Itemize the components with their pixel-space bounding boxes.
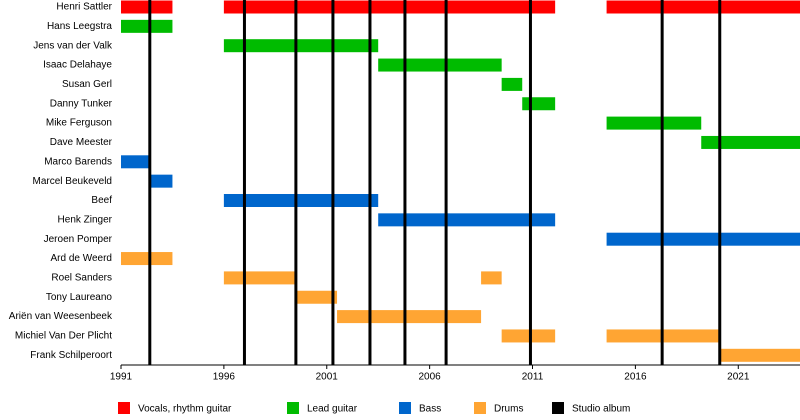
tenure-bar (481, 271, 502, 285)
tenure-bar (149, 174, 173, 188)
x-tick-label: 2006 (419, 372, 442, 383)
legend-label: Drums (494, 404, 523, 415)
x-tick-label: 2016 (624, 372, 647, 383)
x-tick-label: 2001 (316, 372, 339, 383)
tenure-bar (378, 213, 556, 227)
legend-label: Studio album (572, 404, 630, 415)
member-label: Hans Leegstra (47, 21, 112, 32)
tenure-bar (223, 0, 556, 14)
member-label: Henk Zinger (58, 214, 113, 225)
member-label: Marco Barends (44, 156, 112, 167)
member-label: Danny Tunker (50, 98, 113, 109)
tenure-bar (501, 77, 523, 91)
x-tick-label: 1991 (110, 372, 133, 383)
x-tick-label: 2011 (522, 372, 544, 383)
member-label: Beef (91, 195, 112, 206)
member-label: Isaac Delahaye (43, 60, 112, 71)
legend-label: Bass (419, 404, 441, 415)
legend-swatch (287, 402, 299, 414)
tenure-bar (606, 232, 800, 246)
member-label: Dave Meester (50, 137, 113, 148)
tenure-bar (223, 271, 296, 285)
member-label: Jens van der Valk (33, 40, 113, 51)
tenure-bar (606, 116, 702, 130)
tenure-bar (121, 252, 173, 266)
x-tick-label: 1996 (213, 372, 236, 383)
member-label: Roel Sanders (51, 273, 112, 284)
legend-swatch (474, 402, 486, 414)
legend-label: Vocals, rhythm guitar (138, 404, 232, 415)
legend-swatch (399, 402, 411, 414)
tenure-bar (606, 0, 800, 14)
legend-swatch (118, 402, 130, 414)
tenure-bar (378, 58, 502, 72)
tenure-bar (522, 97, 556, 111)
legend-swatch (552, 402, 564, 414)
tenure-bar (501, 329, 556, 343)
tenure-bar (223, 194, 379, 207)
member-label: Michiel Van Der Plicht (15, 331, 112, 342)
member-label: Ariën van Weesenbeek (9, 311, 113, 322)
member-label: Henri Sattler (56, 2, 112, 13)
member-label: Frank Schilperoort (30, 350, 112, 361)
member-label: Marcel Beukeveld (33, 176, 112, 187)
tenure-bar (337, 310, 482, 324)
x-tick-label: 2021 (727, 372, 750, 383)
tenure-bar (223, 39, 379, 53)
member-label: Mike Ferguson (46, 118, 112, 129)
member-label: Ard de Weerd (50, 253, 112, 264)
tenure-bar (121, 19, 173, 33)
tenure-bar (295, 290, 338, 304)
tenure-bar (121, 155, 150, 169)
member-label: Jeroen Pomper (44, 234, 113, 245)
member-label: Tony Laureano (46, 292, 113, 303)
tenure-bar (719, 348, 800, 362)
tenure-bar (121, 0, 173, 14)
tenure-bar (701, 135, 800, 149)
member-label: Susan Gerl (62, 79, 112, 90)
legend-label: Lead guitar (307, 404, 358, 415)
